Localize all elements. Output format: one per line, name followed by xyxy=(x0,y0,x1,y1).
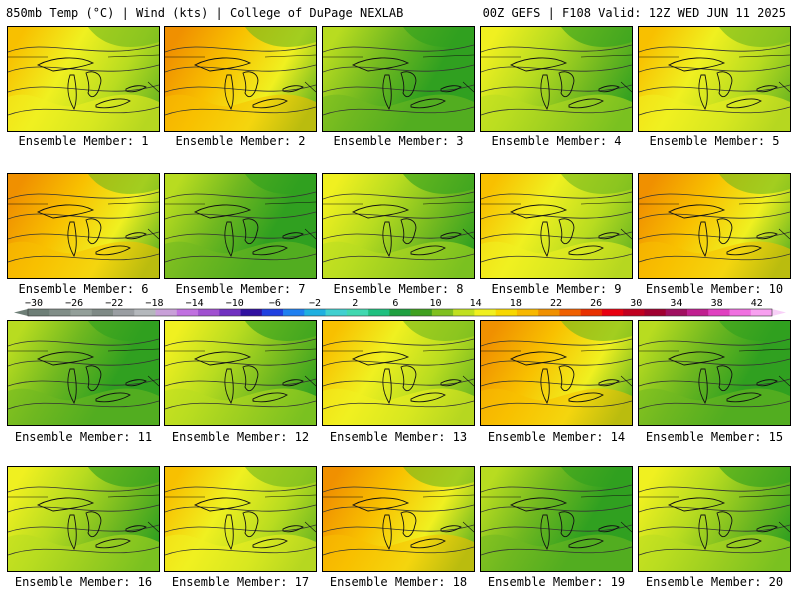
colorbar-swatch xyxy=(559,309,581,316)
colorbar-swatch xyxy=(91,309,114,316)
colorbar-swatch xyxy=(155,309,178,316)
ensemble-member-map-1 xyxy=(7,26,160,132)
ensemble-member-map-12 xyxy=(164,320,317,426)
ensemble-member-map-11 xyxy=(7,320,160,426)
colorbar-swatch xyxy=(70,309,93,316)
colorbar-swatch xyxy=(686,309,709,316)
colorbar-swatch xyxy=(261,309,284,316)
ensemble-member-label: Ensemble Member: 12 xyxy=(171,430,310,444)
ensemble-member-label: Ensemble Member: 10 xyxy=(645,282,784,296)
colorbar-swatch xyxy=(453,309,475,316)
colorbar-swatch xyxy=(516,309,539,316)
colorbar-tick-label: 18 xyxy=(510,298,522,309)
header-valid-time: 00Z GEFS | F108 Valid: 12Z WED JUN 11 20… xyxy=(482,6,786,20)
colorbar-swatch xyxy=(750,309,773,316)
ensemble-member-label: Ensemble Member: 20 xyxy=(645,575,784,589)
ensemble-member-map-7 xyxy=(164,173,317,279)
colorbar-tick-label: 42 xyxy=(751,298,763,309)
colorbar-swatch xyxy=(368,309,390,316)
colorbar-tick-label: −6 xyxy=(269,298,281,309)
ensemble-member-map-2 xyxy=(164,26,317,132)
colorbar-swatch xyxy=(623,309,645,316)
ensemble-member-map-19 xyxy=(480,466,633,572)
colorbar-swatch xyxy=(665,309,688,316)
colorbar-swatch xyxy=(601,309,624,316)
ensemble-member-label: Ensemble Member: 4 xyxy=(491,134,622,148)
ensemble-member-map-18 xyxy=(322,466,475,572)
colorbar-swatch xyxy=(49,309,71,316)
ensemble-member-map-20 xyxy=(638,466,791,572)
header-title: 850mb Temp (°C) | Wind (kts) | College o… xyxy=(6,6,404,20)
ensemble-member-label: Ensemble Member: 19 xyxy=(487,575,626,589)
colorbar-min-arrow xyxy=(14,309,28,316)
ensemble-member-map-17 xyxy=(164,466,317,572)
colorbar-tick-label: −2 xyxy=(309,298,321,309)
colorbar-tick-label: −14 xyxy=(186,298,204,309)
ensemble-member-label: Ensemble Member: 18 xyxy=(329,575,468,589)
ensemble-member-map-8 xyxy=(322,173,475,279)
colorbar-swatch xyxy=(538,309,560,316)
colorbar-tick-label: −26 xyxy=(65,298,83,309)
colorbar-swatch xyxy=(198,309,220,316)
ensemble-member-map-9 xyxy=(480,173,633,279)
ensemble-member-map-6 xyxy=(7,173,160,279)
colorbar-tick-label: 6 xyxy=(392,298,398,309)
colorbar-swatch xyxy=(113,309,135,316)
ensemble-member-map-4 xyxy=(480,26,633,132)
temperature-colorbar: −30 −26 −22 −18 −14 −10 −6 −2 2 6 10 14 18 22 26 30 34 38… xyxy=(14,298,786,317)
colorbar-tick-label: 30 xyxy=(630,298,642,309)
ensemble-member-map-16 xyxy=(7,466,160,572)
colorbar-swatch xyxy=(729,309,752,316)
ensemble-member-map-5 xyxy=(638,26,791,132)
colorbar-max-arrow xyxy=(772,309,786,316)
colorbar-tick-label: −30 xyxy=(25,298,43,309)
colorbar-tick-label: −10 xyxy=(226,298,244,309)
colorbar-tick-label: 10 xyxy=(430,298,442,309)
ensemble-member-label: Ensemble Member: 17 xyxy=(171,575,310,589)
ensemble-member-label: Ensemble Member: 16 xyxy=(14,575,153,589)
ensemble-member-map-15 xyxy=(638,320,791,426)
colorbar-swatch xyxy=(283,309,305,316)
ensemble-member-label: Ensemble Member: 13 xyxy=(329,430,468,444)
ensemble-member-label: Ensemble Member: 11 xyxy=(14,430,153,444)
ensemble-member-label: Ensemble Member: 5 xyxy=(649,134,780,148)
colorbar-swatch xyxy=(431,309,454,316)
ensemble-member-label: Ensemble Member: 8 xyxy=(333,282,464,296)
colorbar-swatch xyxy=(325,309,348,316)
colorbar-tick-label: 2 xyxy=(352,298,358,309)
colorbar-swatch xyxy=(28,309,50,316)
colorbar-swatch xyxy=(346,309,369,316)
ensemble-member-label: Ensemble Member: 15 xyxy=(645,430,784,444)
ensemble-member-label: Ensemble Member: 3 xyxy=(333,134,464,148)
ensemble-member-label: Ensemble Member: 1 xyxy=(18,134,149,148)
colorbar-tick-label: 22 xyxy=(550,298,562,309)
colorbar-swatch xyxy=(176,309,199,316)
ensemble-member-label: Ensemble Member: 7 xyxy=(175,282,306,296)
colorbar-swatch xyxy=(219,309,241,316)
ensemble-member-label: Ensemble Member: 14 xyxy=(487,430,626,444)
colorbar-tick-label: −18 xyxy=(145,298,163,309)
colorbar-tick-label: 26 xyxy=(590,298,602,309)
colorbar-swatch xyxy=(495,309,518,316)
ensemble-member-map-13 xyxy=(322,320,475,426)
colorbar-swatch xyxy=(389,309,411,316)
colorbar-tick-label: 38 xyxy=(711,298,723,309)
colorbar-tick-label: 14 xyxy=(470,298,482,309)
colorbar-swatch xyxy=(134,309,156,316)
colorbar-swatch xyxy=(240,309,263,316)
colorbar-tick-label: 34 xyxy=(670,298,682,309)
ensemble-member-label: Ensemble Member: 2 xyxy=(175,134,306,148)
colorbar-swatch xyxy=(580,309,603,316)
ensemble-member-map-10 xyxy=(638,173,791,279)
colorbar-swatch xyxy=(708,309,730,316)
ensemble-member-label: Ensemble Member: 9 xyxy=(491,282,622,296)
colorbar-swatch xyxy=(474,309,496,316)
colorbar-swatch xyxy=(304,309,326,316)
colorbar-swatch xyxy=(410,309,433,316)
ensemble-member-map-3 xyxy=(322,26,475,132)
ensemble-member-label: Ensemble Member: 6 xyxy=(18,282,149,296)
colorbar-tick-label: −22 xyxy=(105,298,123,309)
ensemble-member-map-14 xyxy=(480,320,633,426)
colorbar-swatch xyxy=(644,309,667,316)
